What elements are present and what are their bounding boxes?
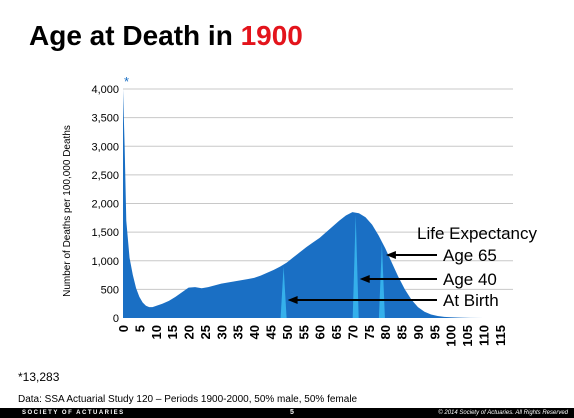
- x-tick-label: 0: [116, 325, 131, 332]
- footer-copyright: © 2014 Society of Actuaries. All Rights …: [438, 410, 568, 416]
- x-tick-label: 40: [247, 325, 262, 339]
- annotation-label: Age 65: [443, 246, 497, 265]
- life-expectancy-marker: [352, 214, 359, 318]
- y-tick-label: 3,500: [91, 113, 119, 125]
- x-tick-label: 10: [149, 325, 164, 339]
- age-at-death-chart: 05001,0001,5002,0002,5003,0003,5004,000 …: [62, 74, 538, 347]
- deaths-area: [123, 89, 513, 318]
- x-tick-label: 5: [132, 325, 147, 332]
- footer-org: SOCIETY OF ACTUARIES: [22, 410, 125, 416]
- slide-title: Age at Death in 1900: [29, 20, 303, 52]
- annotation-arrowhead: [287, 296, 298, 304]
- x-tick-label: 45: [263, 325, 278, 339]
- y-tick-label: 0: [113, 313, 119, 325]
- y-tick-label: 1,500: [91, 227, 119, 239]
- annotation-arrowhead: [359, 275, 370, 283]
- x-tick-label: 55: [296, 325, 311, 339]
- y-tick-label: 2,000: [91, 199, 119, 211]
- title-prefix: Age at Death in: [29, 20, 241, 51]
- source-note: Data: SSA Actuarial Study 120 – Periods …: [18, 394, 358, 405]
- y-tick-label: 500: [101, 284, 119, 296]
- life-expectancy-marker: [280, 266, 287, 318]
- x-axis-ticks: 0 5 10 15 20 25 30 35 40 45 50 55 60 65 70 75 80 85 90 95 10…: [116, 325, 508, 347]
- annotation-heading: Life Expectancy: [417, 224, 538, 243]
- y-tick-label: 2,500: [91, 170, 119, 182]
- x-tick-label: 115: [493, 325, 508, 346]
- chart-annotations: Life Expectancy Age 65 Age 40 At Birth: [287, 224, 538, 310]
- x-tick-label: 65: [329, 325, 344, 339]
- title-year: 1900: [240, 20, 303, 51]
- y-tick-label: 4,000: [91, 84, 119, 96]
- x-tick-label: 35: [231, 325, 246, 339]
- y-axis-label: Number of Deaths per 100,000 Deaths: [62, 125, 73, 297]
- x-tick-label: 25: [198, 325, 213, 339]
- y-tick-label: 3,000: [91, 141, 119, 153]
- page-number: 5: [290, 409, 294, 416]
- x-tick-label: 50: [280, 325, 295, 339]
- x-tick-label: 30: [214, 325, 229, 339]
- x-tick-label: 90: [411, 325, 426, 339]
- annotation-label: At Birth: [443, 291, 499, 310]
- x-tick-label: 60: [313, 325, 328, 339]
- x-tick-label: 75: [362, 325, 377, 339]
- x-tick-label: 85: [395, 325, 410, 339]
- footnote: *13,283: [18, 370, 60, 384]
- y-tick-label: 1,000: [91, 256, 119, 268]
- x-tick-label: 105: [460, 325, 475, 347]
- x-tick-label: 15: [165, 325, 180, 339]
- x-tick-label: 95: [427, 325, 442, 339]
- clip-marker: *: [124, 74, 129, 89]
- chart-plot-area: [123, 89, 513, 318]
- x-tick-label: 80: [378, 325, 393, 339]
- chart-gridlines: [123, 88, 513, 290]
- footer-bar: SOCIETY OF ACTUARIES 5 © 2014 Society of…: [0, 408, 574, 418]
- x-tick-label: 100: [444, 325, 459, 347]
- y-axis-ticks: 0 500 1,000 1,500 2,000 2,500 3,000 3,500 4,000: [91, 84, 119, 325]
- x-tick-label: 110: [477, 325, 492, 346]
- x-tick-label: 70: [345, 325, 360, 339]
- annotation-label: Age 40: [443, 270, 497, 289]
- annotation-arrowhead: [385, 251, 396, 259]
- x-tick-label: 20: [182, 325, 197, 339]
